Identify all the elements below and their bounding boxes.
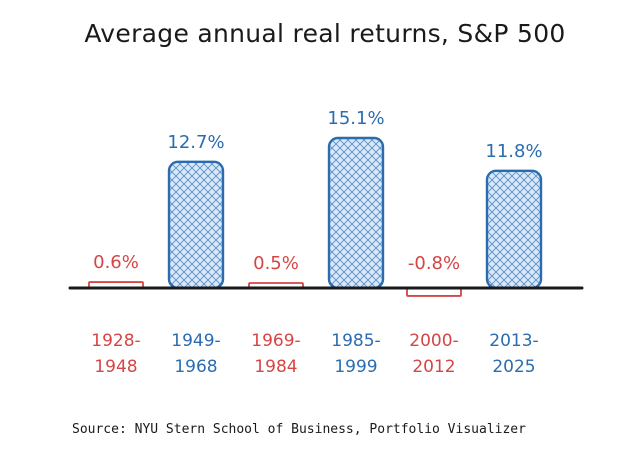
category-label-1-line-1: 1928- bbox=[91, 331, 140, 351]
value-label-1: 0.6% bbox=[93, 252, 139, 273]
value-label-6: 11.8% bbox=[485, 141, 542, 162]
category-label-6-line-1: 2013- bbox=[489, 331, 538, 351]
category-labels-group: 1928- 1948 1949- 1968 1969- 1984 1985- 1999 2000… bbox=[91, 331, 538, 377]
source-note: Source: NYU Stern School of Business, Po… bbox=[72, 422, 526, 437]
category-label-5-line-1: 2000- bbox=[409, 331, 458, 351]
value-label-3: 0.5% bbox=[253, 253, 299, 274]
value-label-4: 15.1% bbox=[327, 108, 384, 129]
value-labels-group: 0.6% 12.7% 0.5% 15.1% -0.8% 11.8% bbox=[93, 108, 542, 274]
category-label-1-line-2: 1948 bbox=[94, 357, 137, 377]
value-label-5: -0.8% bbox=[408, 253, 460, 274]
chart-title: Average annual real returns, S&P 500 bbox=[84, 19, 565, 48]
bar-6 bbox=[485, 169, 543, 290]
category-label-4-line-1: 1985- bbox=[331, 331, 380, 351]
value-label-2: 12.7% bbox=[167, 132, 224, 153]
category-label-3-line-2: 1984 bbox=[254, 357, 297, 377]
category-label-4-line-2: 1999 bbox=[334, 357, 377, 377]
bars-group bbox=[88, 136, 543, 297]
category-label-3-line-1: 1969- bbox=[251, 331, 300, 351]
category-label-6-line-2: 2025 bbox=[492, 357, 535, 377]
bar-4 bbox=[327, 136, 385, 290]
category-label-2-line-1: 1949- bbox=[171, 331, 220, 351]
bar-2 bbox=[167, 160, 225, 290]
category-label-2-line-2: 1968 bbox=[174, 357, 217, 377]
category-label-5-line-2: 2012 bbox=[412, 357, 455, 377]
